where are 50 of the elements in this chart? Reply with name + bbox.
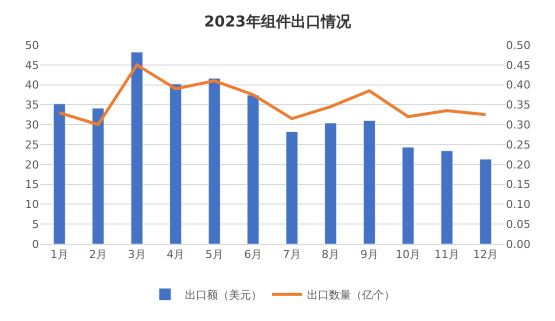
y-tick-label: 35 (25, 98, 39, 112)
x-tick-label: 7月 (282, 248, 301, 262)
bar (92, 108, 104, 244)
x-tick-label: 9月 (360, 248, 378, 262)
x-tick-label: 1月 (50, 248, 68, 262)
bar (402, 147, 414, 244)
y-tick-label: 40 (25, 78, 39, 92)
y-tick-label: 20 (25, 158, 39, 172)
legend-label: 出口数量（亿个） (307, 288, 395, 302)
y2-tick-label: 0.00 (506, 238, 530, 251)
y-tick-label: 0 (32, 238, 39, 251)
y-tick-label: 10 (25, 198, 39, 212)
bar (440, 150, 453, 244)
y2-tick-label: 0.25 (506, 138, 530, 152)
x-tick-label: 12月 (473, 248, 498, 262)
legend-label: 出口额（美元） (185, 288, 262, 302)
bar (170, 84, 182, 244)
bar (480, 158, 492, 244)
x-tick-label: 2月 (89, 248, 108, 262)
y2-tick-label: 0.20 (506, 158, 530, 172)
y-tick-label: 50 (25, 38, 39, 52)
bar (53, 104, 66, 244)
x-tick-label: 11月 (434, 248, 460, 262)
y2-tick-label: 0.50 (506, 38, 530, 52)
bar (363, 120, 376, 244)
y2-tick-label: 0.15 (506, 178, 530, 192)
y-tick-label: 45 (25, 58, 39, 72)
line-series (58, 63, 488, 126)
y-tick-label: 30 (25, 118, 39, 132)
x-tick-label: 6月 (244, 248, 262, 262)
x-tick-label: 5月 (205, 248, 224, 262)
y-tick-label: 25 (25, 138, 39, 152)
bar (247, 94, 260, 244)
y2-tick-label: 0.35 (506, 98, 530, 112)
y2-tick-label: 0.05 (506, 218, 530, 231)
bar (286, 132, 298, 244)
bar (130, 52, 143, 244)
bar (324, 122, 337, 244)
x-tick-label: 8月 (322, 248, 340, 262)
x-tick-label: 4月 (166, 248, 185, 262)
y-tick-label: 15 (25, 178, 39, 192)
y2-tick-label: 0.45 (506, 58, 530, 72)
y2-tick-label: 0.10 (506, 198, 530, 212)
x-tick-label: 10月 (396, 248, 421, 262)
y2-tick-label: 0.40 (506, 78, 530, 92)
chart-title: 2023年组件出口情况 (204, 12, 352, 31)
bar (208, 78, 220, 244)
x-tick-label: 3月 (128, 248, 146, 262)
y2-tick-label: 0.30 (506, 118, 530, 132)
y-tick-label: 5 (32, 218, 39, 231)
